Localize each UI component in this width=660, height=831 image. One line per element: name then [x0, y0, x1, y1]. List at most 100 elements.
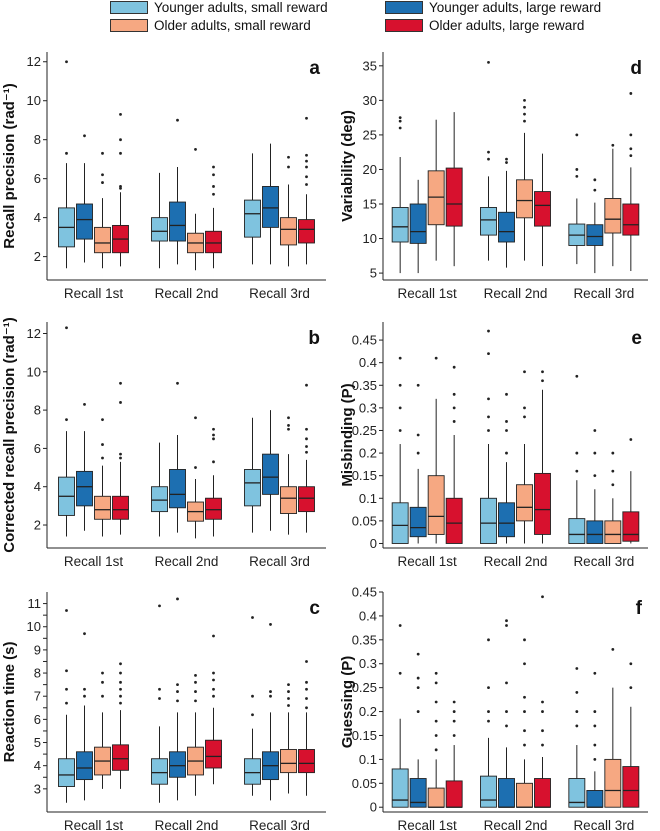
panel-b: 2 4 6 8 10 12 Corrected recall precision (rad⁻…: [1, 317, 326, 569]
outlier-point: [452, 700, 456, 704]
outlier-point: [119, 694, 122, 698]
outlier-point: [452, 392, 456, 396]
panel-f: 0 0.05 0.1 0.15 0.2 0.25 0.3 0.35 0.4 0.45 Guessin…: [339, 585, 648, 831]
box: [498, 211, 515, 243]
outlier-point: [398, 383, 402, 387]
x-tick-label: Recall 2nd: [484, 286, 548, 301]
outlier-point: [212, 437, 215, 441]
y-tick-label: 25: [363, 127, 377, 142]
y-tick-label: 30: [363, 93, 377, 108]
outlier-point: [523, 743, 526, 747]
outlier-point: [611, 143, 615, 147]
outlier-point: [83, 694, 86, 698]
outlier-point: [398, 624, 402, 627]
y-tick-label: 4: [34, 479, 41, 494]
outlier-point: [176, 683, 179, 687]
box: [480, 775, 497, 808]
legend-label: Younger adults, small reward: [154, 0, 328, 15]
outlier-point: [629, 154, 633, 158]
x-tick-label: Recall 3rd: [249, 554, 310, 569]
outlier-point: [452, 710, 456, 713]
box: [169, 469, 186, 509]
outlier-point: [452, 734, 456, 737]
outlier-point: [305, 680, 308, 684]
outlier-point: [305, 660, 308, 663]
box: [391, 768, 409, 808]
box: [94, 495, 111, 520]
outlier-point: [119, 662, 122, 666]
box: [391, 207, 409, 243]
y-tick-label: 5: [34, 735, 41, 750]
outlier-point: [434, 719, 438, 723]
outlier-point: [452, 420, 456, 423]
y-tick-label: 0.35: [352, 632, 377, 647]
y-tick-label: 0.2: [359, 446, 377, 461]
outlier-point: [523, 406, 526, 410]
outlier-point: [194, 680, 197, 684]
y-tick-label: 0.45: [352, 585, 377, 600]
x-tick-label: Recall 3rd: [249, 818, 310, 831]
outlier-point: [416, 686, 420, 690]
y-tick-label: 0.25: [352, 680, 377, 695]
outlier-point: [194, 673, 197, 677]
legend-swatch: [385, 19, 423, 32]
outlier-point: [269, 623, 272, 626]
panel-c: 3 4 5 6 7 8 9 10 11 Reaction time (s) c Recall 1st R…: [1, 592, 326, 831]
box: [280, 486, 297, 514]
outlier-point: [487, 719, 490, 723]
legend-label: Older adults, large reward: [429, 18, 585, 33]
y-tick-label: 0.3: [359, 400, 377, 415]
outlier-point: [575, 133, 579, 137]
y-tick-label: 8: [34, 403, 41, 418]
outlier-point: [119, 112, 122, 116]
outlier-point: [593, 743, 597, 747]
outlier-point: [575, 374, 579, 378]
outlier-point: [398, 406, 402, 410]
outlier-point: [119, 401, 122, 404]
y-tick-label: 15: [363, 197, 377, 212]
outlier-point: [523, 105, 526, 109]
outlier-point: [83, 632, 86, 636]
outlier-point: [305, 153, 308, 157]
outlier-point: [305, 437, 308, 441]
y-tick-label: 0.15: [352, 728, 377, 743]
box: [94, 226, 111, 254]
outlier-point: [101, 456, 104, 460]
outlier-point: [611, 647, 615, 651]
box: [112, 495, 129, 520]
y-tick-label: 0.05: [352, 776, 377, 791]
outlier-point: [212, 460, 215, 464]
outlier-point: [452, 365, 456, 369]
outlier-point: [65, 687, 68, 691]
box: [604, 520, 622, 544]
box: [205, 230, 222, 254]
box: [498, 778, 515, 808]
x-tick-label: Recall 2nd: [155, 818, 219, 831]
outlier-point: [212, 173, 215, 177]
outlier-point: [593, 188, 597, 192]
outlier-point: [523, 710, 526, 713]
x-tick-label: Recall 3rd: [573, 286, 634, 301]
outlier-point: [119, 687, 122, 691]
outlier-point: [575, 168, 579, 171]
box: [568, 518, 586, 544]
y-tick-label: 7: [34, 689, 41, 704]
panel-letter: b: [308, 328, 320, 349]
outlier-point: [119, 138, 122, 142]
outlier-point: [575, 174, 579, 178]
panel-letter: d: [630, 58, 642, 79]
outlier-point: [287, 416, 290, 420]
outlier-point: [505, 724, 508, 728]
legend-item-younger-small: Younger adults, small reward: [110, 0, 328, 15]
box: [151, 758, 168, 785]
box: [280, 749, 297, 774]
x-tick-label: Recall 2nd: [484, 818, 548, 831]
outlier-point: [629, 147, 633, 151]
outlier-point: [158, 697, 161, 700]
legend-item-younger-large: Younger adults, large reward: [385, 0, 601, 15]
box: [568, 778, 586, 808]
legend-swatch: [110, 19, 148, 32]
outlier-point: [593, 671, 597, 675]
outlier-point: [541, 379, 544, 383]
